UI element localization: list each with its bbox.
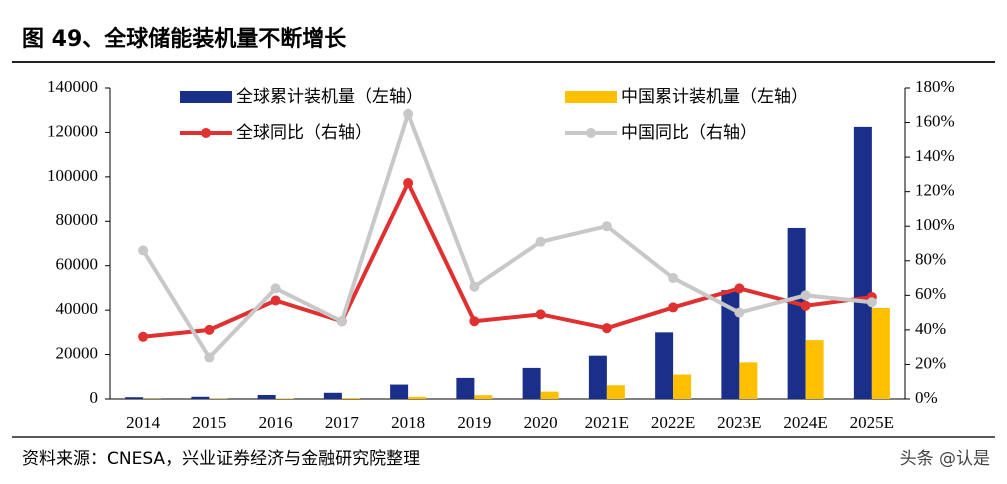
y-tick-label: 80000 xyxy=(56,210,99,229)
bar xyxy=(721,290,740,399)
marker xyxy=(138,331,149,342)
y2-tick-label: 40% xyxy=(915,319,946,338)
bar xyxy=(257,395,276,399)
marker xyxy=(403,178,414,189)
y2-tick-label: 20% xyxy=(915,353,946,372)
bar xyxy=(275,398,294,399)
bar xyxy=(606,385,625,399)
y-tick-label: 40000 xyxy=(56,299,99,318)
marker xyxy=(668,302,679,313)
y-tick-label: 20000 xyxy=(56,343,99,362)
bar xyxy=(805,340,824,399)
x-tick-label: 2025E xyxy=(850,413,894,432)
legend-swatch xyxy=(180,91,232,103)
bar xyxy=(673,374,692,399)
x-tick-label: 2015 xyxy=(192,413,226,432)
line xyxy=(142,178,873,339)
x-tick-label: 2023E xyxy=(717,413,761,432)
y-tick-label: 140000 xyxy=(47,77,98,96)
x-tick-label: 2016 xyxy=(259,413,293,432)
bar xyxy=(739,362,758,399)
y2-tick-label: 0% xyxy=(915,388,938,407)
marker xyxy=(270,283,281,294)
bar xyxy=(341,398,360,399)
marker xyxy=(601,221,612,232)
bar xyxy=(408,396,427,399)
bar xyxy=(787,227,806,399)
marker xyxy=(204,324,215,335)
bar xyxy=(540,391,559,399)
x-tick-label: 2022E xyxy=(651,413,695,432)
x-tick-label: 2019 xyxy=(457,413,491,432)
bar xyxy=(655,332,674,399)
legend-swatch xyxy=(586,128,596,138)
marker xyxy=(535,236,546,247)
y2-tick-label: 140% xyxy=(915,146,955,165)
x-tick-label: 2024E xyxy=(783,413,827,432)
bar xyxy=(390,384,409,399)
bar xyxy=(323,392,342,399)
legend-label: 中国累计装机量（左轴） xyxy=(621,87,808,107)
y2-tick-label: 120% xyxy=(915,181,955,200)
x-tick-label: 2018 xyxy=(391,413,425,432)
bar xyxy=(191,396,210,399)
marker xyxy=(204,352,215,363)
x-tick-label: 2020 xyxy=(524,413,558,432)
marker xyxy=(668,273,679,284)
marker xyxy=(403,108,414,119)
y2-tick-label: 180% xyxy=(915,77,955,96)
bar xyxy=(853,126,872,399)
legend-swatch xyxy=(565,91,617,103)
marker xyxy=(866,297,877,308)
marker xyxy=(800,300,811,311)
bar xyxy=(871,307,890,399)
legend-label: 全球累计装机量（左轴） xyxy=(236,87,423,107)
x-tick-label: 2017 xyxy=(325,413,360,432)
legend-swatch xyxy=(201,128,211,138)
y2-tick-label: 60% xyxy=(915,284,946,303)
bar xyxy=(125,397,144,399)
marker xyxy=(469,316,480,327)
bar xyxy=(474,395,493,399)
y-tick-label: 120000 xyxy=(47,121,98,140)
legend-label: 全球同比（右轴） xyxy=(236,123,372,143)
marker xyxy=(734,283,745,294)
marker xyxy=(601,323,612,334)
marker xyxy=(469,281,480,292)
marker xyxy=(800,290,811,301)
source-note: 资料来源：CNESA，兴业证券经济与金融研究院整理 xyxy=(22,449,420,469)
bar xyxy=(588,355,607,399)
x-tick-label: 2021E xyxy=(585,413,629,432)
y-tick-label: 60000 xyxy=(56,255,99,274)
bar xyxy=(522,367,541,399)
line xyxy=(141,107,873,361)
bar xyxy=(456,377,475,399)
marker xyxy=(535,309,546,320)
y-tick-label: 0 xyxy=(90,388,99,407)
watermark: 头条 @认是 xyxy=(900,449,990,469)
marker xyxy=(734,307,745,318)
y2-tick-label: 100% xyxy=(915,215,955,234)
marker xyxy=(138,245,149,256)
y2-tick-label: 80% xyxy=(915,250,946,269)
marker xyxy=(336,316,347,327)
x-tick-label: 2014 xyxy=(126,413,161,432)
marker xyxy=(270,295,281,306)
legend-label: 中国同比（右轴） xyxy=(621,123,757,143)
y2-tick-label: 160% xyxy=(915,111,955,130)
chart-title: 图 49、全球储能装机量不断增长 xyxy=(22,26,347,52)
y-tick-label: 100000 xyxy=(47,166,98,185)
